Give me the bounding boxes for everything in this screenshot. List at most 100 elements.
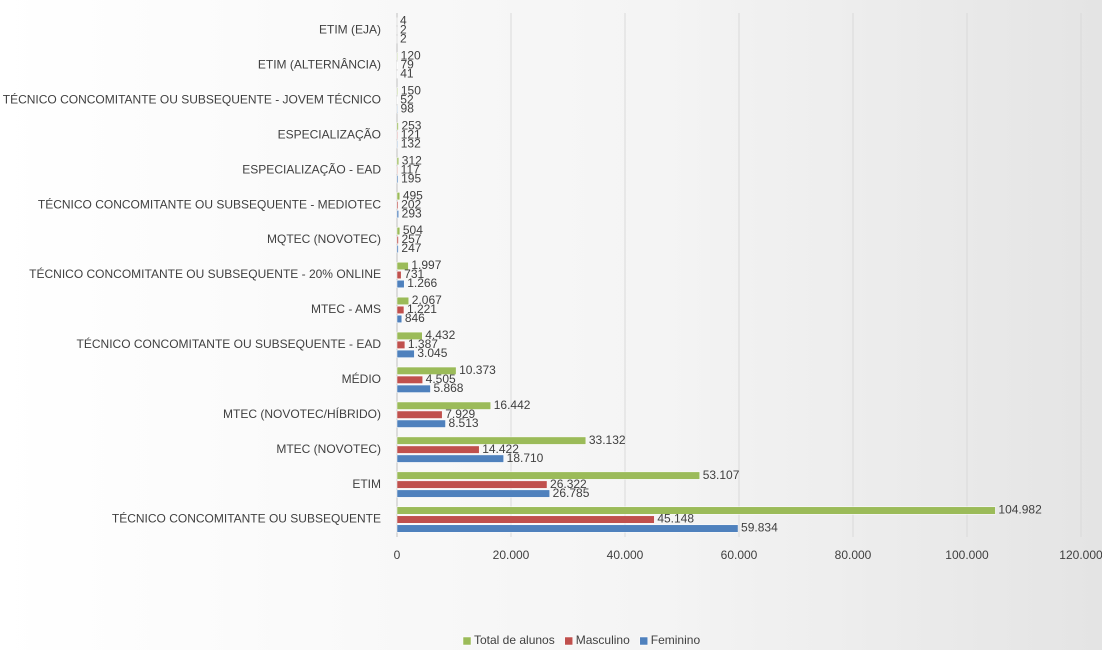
y-tick-label: ETIM (EJA) xyxy=(319,23,381,37)
bar xyxy=(396,140,399,149)
bar xyxy=(396,175,399,184)
y-tick-label: TÉCNICO CONCOMITANTE OU SUBSEQUENTE - JO… xyxy=(3,92,381,107)
bar xyxy=(396,445,480,454)
y-tick-label: TÉCNICO CONCOMITANTE OU SUBSEQUENTE - 20… xyxy=(29,266,381,281)
data-label: 4 xyxy=(400,14,407,28)
bar xyxy=(396,105,398,114)
y-tick-label: MQTEC (NOVOTEC) xyxy=(267,232,381,246)
legend-label: Masculino xyxy=(576,633,630,647)
bar xyxy=(396,524,739,533)
data-label: 10.373 xyxy=(459,363,496,377)
legend-swatch xyxy=(639,636,649,646)
x-tick-label: 80.000 xyxy=(835,548,872,562)
y-tick-label: MTEC (NOVOTEC/HÍBRIDO) xyxy=(223,406,381,421)
data-label: 202 xyxy=(401,197,421,211)
data-label: 98 xyxy=(401,102,415,116)
data-label: 26.322 xyxy=(550,477,587,491)
bar xyxy=(396,245,399,254)
data-label: 121 xyxy=(401,127,421,141)
bar xyxy=(396,201,399,210)
data-label: 4.432 xyxy=(425,328,455,342)
data-label: 59.834 xyxy=(741,521,778,535)
bar xyxy=(396,480,548,489)
x-tick-label: 60.000 xyxy=(721,548,758,562)
bar xyxy=(396,271,402,279)
legend-label: Feminino xyxy=(651,633,701,647)
data-label: 4.505 xyxy=(426,372,456,386)
data-label: 2 xyxy=(400,32,407,46)
x-tick-label: 20.000 xyxy=(493,548,530,562)
data-label: 257 xyxy=(401,232,421,246)
data-label: 253 xyxy=(401,118,421,132)
bar xyxy=(396,331,423,340)
legend-label: Total de alunos xyxy=(474,633,555,647)
data-label: 45.148 xyxy=(657,512,694,526)
y-tick-label: ESPECIALIZAÇÃO xyxy=(278,127,381,141)
bar xyxy=(396,122,399,131)
data-label: 104.982 xyxy=(998,503,1042,517)
data-label: 2.067 xyxy=(412,293,442,307)
data-label: 33.132 xyxy=(589,433,626,447)
data-label: 8.513 xyxy=(449,416,479,430)
data-label: 195 xyxy=(401,171,421,185)
data-label: 52 xyxy=(400,93,414,107)
data-label: 312 xyxy=(402,153,422,167)
data-label: 117 xyxy=(401,162,420,176)
bar xyxy=(396,262,409,270)
bar xyxy=(396,401,491,410)
bar xyxy=(396,340,406,349)
data-label: 14.422 xyxy=(482,442,519,456)
data-label: 132 xyxy=(401,136,421,150)
x-tick-label: 40.000 xyxy=(607,548,644,562)
bar xyxy=(396,52,398,61)
legend-swatch xyxy=(462,636,472,646)
data-label: 150 xyxy=(401,84,421,98)
data-label: 5.868 xyxy=(433,381,463,395)
bar xyxy=(396,375,423,384)
data-label: 26.785 xyxy=(553,486,590,500)
bar xyxy=(396,166,398,175)
bar xyxy=(396,419,446,428)
bar xyxy=(396,515,655,524)
y-tick-label: MTEC - AMS xyxy=(311,302,381,316)
data-label: 293 xyxy=(402,206,422,220)
bar xyxy=(396,227,401,236)
bar xyxy=(396,410,443,419)
data-label: 1.266 xyxy=(407,276,437,290)
bar xyxy=(396,305,405,314)
bar xyxy=(396,131,398,140)
bar xyxy=(396,349,415,358)
bar xyxy=(396,192,401,201)
bar xyxy=(396,384,431,393)
bar xyxy=(396,236,399,245)
data-label: 120 xyxy=(401,49,421,63)
bar xyxy=(396,471,700,480)
data-label: 495 xyxy=(403,188,423,202)
data-label: 2 xyxy=(400,23,407,37)
data-label: 7.929 xyxy=(445,407,475,421)
y-tick-label: TÉCNICO CONCOMITANTE OU SUBSEQUENTE - ME… xyxy=(38,196,381,211)
bar xyxy=(396,506,996,515)
bar xyxy=(396,296,410,305)
y-tick-label: TÉCNICO CONCOMITANTE OU SUBSEQUENTE - EA… xyxy=(77,336,382,351)
y-tick-label: TÉCNICO CONCOMITANTE OU SUBSEQUENTE xyxy=(112,511,381,526)
y-tick-label: ETIM xyxy=(352,477,381,491)
data-label: 16.442 xyxy=(494,398,531,412)
bar xyxy=(396,87,399,96)
y-tick-label: ESPECIALIZAÇÃO - EAD xyxy=(242,162,381,176)
bar xyxy=(396,436,587,445)
y-tick-label: MÉDIO xyxy=(342,371,381,386)
data-label: 41 xyxy=(400,67,414,81)
legend-swatch xyxy=(564,636,573,646)
data-label: 504 xyxy=(403,223,423,237)
x-tick-label: 100.000 xyxy=(945,548,989,562)
y-tick-label: MTEC (NOVOTEC) xyxy=(276,442,381,456)
data-label: 247 xyxy=(401,241,421,255)
bar xyxy=(396,489,550,498)
data-label: 1.997 xyxy=(411,258,441,272)
x-tick-label: 120.000 xyxy=(1059,548,1102,562)
data-label: 53.107 xyxy=(703,468,740,482)
data-label: 731 xyxy=(404,267,424,281)
y-tick-label: ETIM (ALTERNÂNCIA) xyxy=(258,57,381,72)
